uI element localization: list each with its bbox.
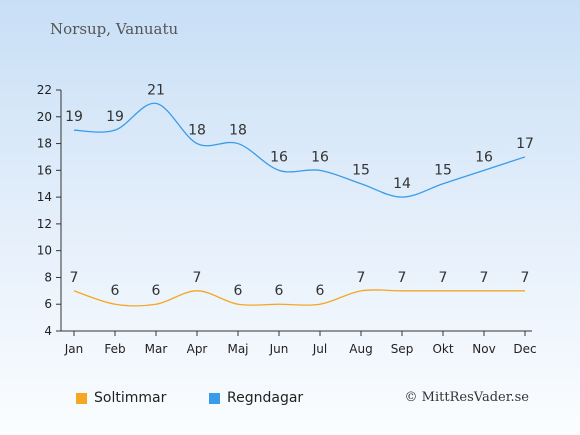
series-line-rain	[73, 102, 526, 198]
data-label-sun: 7	[439, 270, 448, 286]
y-tick-label: 6	[44, 297, 52, 311]
x-tick-label: Mar	[145, 342, 168, 356]
x-tick-label: Maj	[227, 342, 248, 356]
legend-label-rain: Regndagar	[227, 390, 304, 406]
data-label-sun: 6	[152, 283, 161, 299]
x-tick-label: Dec	[513, 342, 536, 356]
x-tick-label: Okt	[432, 342, 453, 356]
x-tick-label: Nov	[472, 342, 495, 356]
legend-item-rain: Regndagar	[209, 390, 303, 406]
data-label-sun: 7	[521, 270, 530, 286]
y-tick-label: 8	[44, 270, 52, 284]
location-title: Norsup, Vanuatu	[50, 20, 179, 38]
data-label-rain: 18	[229, 123, 247, 139]
legend-swatch-sun	[76, 392, 87, 404]
data-label-sun: 7	[480, 270, 489, 286]
y-tick-label: 12	[37, 217, 52, 231]
data-label-rain: 19	[106, 109, 124, 125]
legend-item-sun: Soltimmar	[76, 390, 166, 406]
y-tick-label: 14	[37, 190, 52, 204]
data-label-sun: 7	[357, 270, 366, 286]
data-label-rain: 18	[188, 123, 206, 139]
data-label-sun: 7	[398, 270, 407, 286]
data-label-rain: 16	[475, 149, 493, 165]
data-label-sun: 6	[275, 283, 284, 299]
x-tick-label: Jan	[64, 342, 84, 356]
legend-swatch-rain	[209, 392, 220, 404]
y-tick-label: 18	[37, 137, 52, 151]
data-label-sun: 7	[193, 270, 202, 286]
climate-chart: 4 6 8 10 12 14 16 18 20 22 Jan Feb Mar Apr Maj Jun Jul Au…	[37, 82, 537, 356]
y-tick-label: 20	[37, 110, 52, 124]
data-label-rain: 19	[65, 109, 83, 125]
data-label-rain: 17	[516, 136, 534, 152]
y-tick-label: 10	[37, 244, 52, 258]
legend-label-sun: Soltimmar	[94, 390, 167, 406]
data-label-sun: 7	[70, 270, 79, 286]
x-tick-label: Jun	[269, 342, 289, 356]
data-label-sun: 6	[234, 283, 243, 299]
series-line-sun	[73, 289, 525, 307]
x-tick-label: Apr	[187, 342, 208, 356]
y-tick-label: 22	[37, 83, 52, 97]
site-credit: © MittResVader.se	[404, 390, 529, 405]
data-label-rain: 16	[311, 149, 329, 165]
data-label-rain: 15	[434, 163, 452, 179]
x-tick-label: Sep	[391, 342, 414, 356]
x-tick-label: Jul	[312, 342, 327, 356]
y-tick-label: 4	[44, 324, 52, 338]
y-tick-label: 16	[37, 163, 52, 177]
data-label-rain: 15	[352, 163, 370, 179]
data-label-rain: 21	[147, 82, 165, 98]
x-tick-label: Feb	[104, 342, 125, 356]
x-tick-label: Aug	[349, 342, 372, 356]
data-label-rain: 14	[393, 176, 411, 192]
data-label-sun: 6	[316, 283, 325, 299]
data-label-rain: 16	[270, 149, 288, 165]
data-label-sun: 6	[111, 283, 120, 299]
